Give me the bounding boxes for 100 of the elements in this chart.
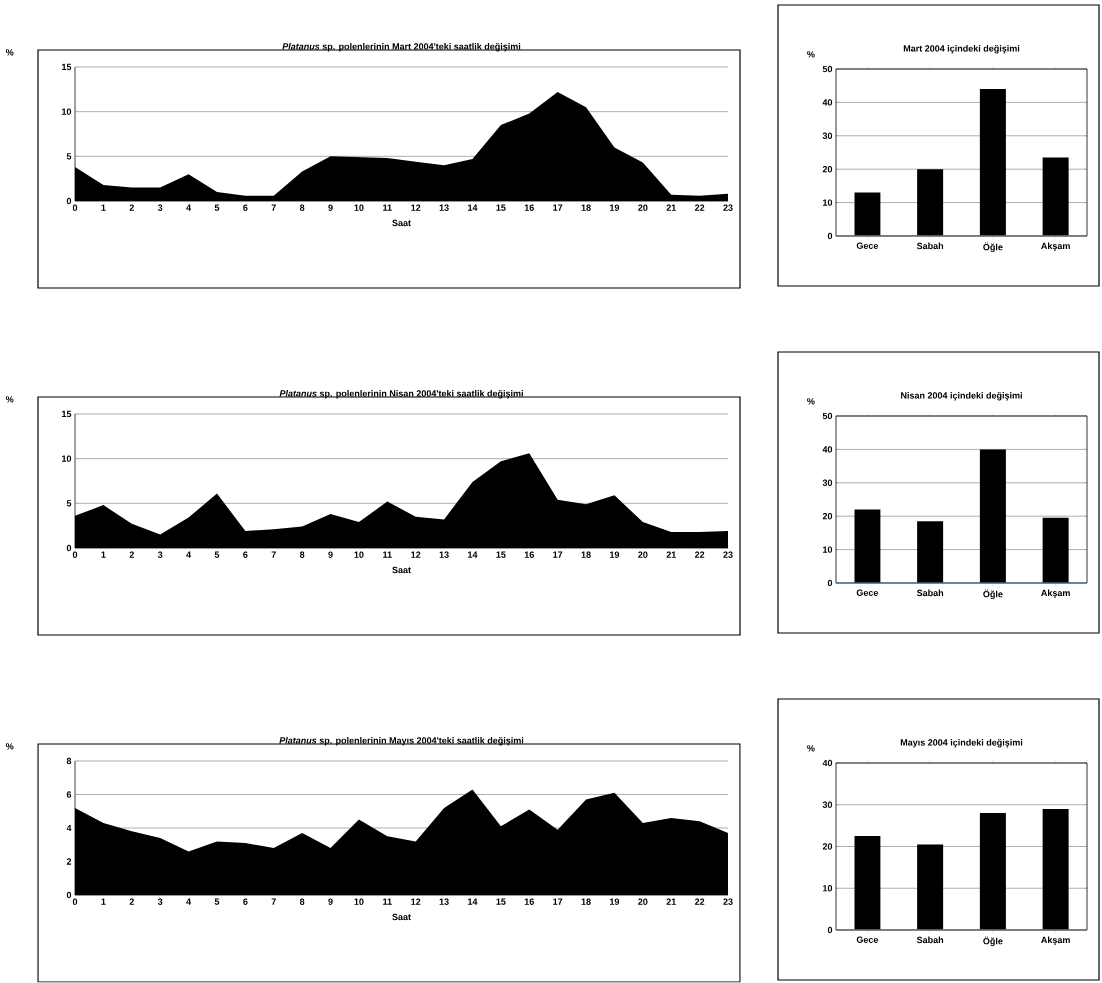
y-tick-label: 0 — [827, 927, 833, 934]
x-tick-label: 13 — [439, 204, 449, 212]
y-tick-label: 20 — [822, 513, 833, 520]
y-tick-label: 40 — [822, 99, 833, 106]
x-tick-label: Gece — [856, 589, 879, 597]
x-tick-label: Öğle — [983, 589, 1003, 600]
x-tick-label: 19 — [610, 551, 620, 559]
x-tick-label: 8 — [299, 204, 305, 212]
y-tick-label: 40 — [822, 446, 833, 453]
x-tick-label: 14 — [468, 898, 478, 905]
x-tick-label: 17 — [553, 898, 563, 905]
x-tick-label: Akşam — [1041, 242, 1070, 252]
x-tick-label: 2 — [129, 204, 134, 212]
y-axis-title: % — [5, 743, 14, 750]
x-tick-label: 3 — [157, 551, 163, 559]
x-tick-label: 4 — [186, 898, 192, 905]
y-tick-label: 0 — [827, 580, 833, 587]
x-tick-label: 15 — [496, 204, 506, 212]
x-tick-label: 9 — [328, 551, 333, 559]
x-tick-label: 12 — [411, 204, 421, 212]
x-tick-label: 21 — [666, 204, 676, 212]
y-tick-label: 30 — [822, 479, 833, 487]
x-tick-label: Gece — [856, 936, 879, 944]
y-tick-label: 10 — [62, 455, 72, 463]
x-tick-label: 16 — [524, 551, 534, 559]
x-tick-label: 22 — [694, 551, 705, 559]
x-tick-label: 18 — [581, 898, 591, 906]
x-tick-label: 21 — [666, 551, 676, 559]
y-tick-label: 20 — [822, 843, 833, 850]
x-tick-label: 13 — [439, 898, 449, 906]
y-axis-title: % — [807, 745, 815, 752]
y-tick-label: 10 — [823, 199, 833, 206]
x-tick-label: Sabah — [916, 589, 944, 597]
x-tick-label: 19 — [610, 204, 620, 212]
y-axis-title: % — [5, 49, 14, 56]
y-tick-label: 10 — [823, 546, 833, 553]
x-tick-label: 20 — [638, 898, 648, 906]
x-tick-label: 4 — [186, 204, 192, 211]
x-tick-label: 6 — [243, 551, 248, 559]
x-tick-label: Sabah — [916, 242, 944, 250]
x-tick-label: 4 — [186, 551, 192, 558]
x-tick-label: Akşam — [1041, 936, 1070, 946]
x-tick-label: 7 — [271, 551, 276, 558]
x-tick-label: Gece — [856, 242, 879, 250]
y-tick-label: 4 — [66, 825, 72, 832]
y-tick-label: 5 — [66, 500, 72, 507]
x-tick-label: 22 — [694, 898, 705, 906]
x-tick-label: 17 — [553, 204, 563, 211]
y-tick-label: 10 — [62, 108, 72, 116]
x-tick-label: 11 — [383, 551, 392, 558]
x-tick-label: 5 — [214, 898, 220, 906]
y-tick-label: 0 — [66, 545, 72, 552]
x-tick-label: 0 — [72, 898, 78, 906]
y-tick-label: 0 — [66, 198, 72, 205]
y-tick-label: 20 — [822, 166, 833, 173]
y-axis-title: % — [5, 396, 14, 403]
y-tick-label: 0 — [66, 892, 72, 899]
x-tick-label: 1 — [101, 204, 106, 211]
chart-title: Platanus sp. polenlerinin Mayıs 2004'teki saatlik değişimi — [279, 737, 524, 746]
x-tick-label: 5 — [214, 551, 220, 559]
x-axis-title: Saat — [392, 219, 411, 227]
chart-title: Mayıs 2004 içindeki değişimi — [900, 739, 1023, 748]
x-tick-label: 1 — [101, 898, 106, 905]
x-tick-label: 8 — [299, 898, 305, 906]
x-axis-title: Saat — [392, 913, 411, 921]
x-tick-label: 12 — [411, 551, 421, 559]
x-tick-label: 6 — [243, 204, 248, 212]
y-axis-title: % — [807, 51, 815, 58]
x-tick-label: 3 — [157, 204, 163, 212]
x-tick-label: Öğle — [983, 936, 1003, 947]
x-tick-label: 10 — [354, 551, 364, 559]
x-tick-label: 20 — [638, 204, 648, 212]
x-tick-label: 22 — [694, 204, 705, 212]
x-tick-label: 0 — [72, 204, 78, 212]
x-tick-label: 1 — [101, 551, 106, 558]
chart-title: Mart 2004 içindeki değişimi — [903, 45, 1020, 54]
x-tick-label: 0 — [72, 551, 78, 559]
x-tick-label: 12 — [411, 898, 421, 906]
x-tick-label: 7 — [271, 898, 276, 905]
y-tick-label: 30 — [822, 132, 833, 140]
x-tick-label: 15 — [496, 551, 506, 559]
x-tick-label: 23 — [723, 898, 733, 906]
y-axis-title: % — [807, 398, 815, 405]
y-tick-label: 50 — [822, 66, 833, 73]
x-tick-label: 17 — [553, 551, 563, 558]
y-tick-label: 50 — [822, 413, 833, 420]
y-tick-label: 5 — [66, 153, 72, 160]
y-tick-label: 10 — [823, 885, 833, 892]
x-tick-label: 9 — [328, 204, 333, 212]
y-tick-label: 6 — [66, 791, 72, 798]
x-tick-label: Öğle — [983, 242, 1003, 253]
x-tick-label: 6 — [243, 898, 248, 906]
x-tick-label: 7 — [271, 204, 276, 211]
x-tick-label: 16 — [524, 204, 534, 212]
y-tick-label: 2 — [66, 858, 72, 865]
x-tick-label: 9 — [328, 898, 333, 906]
x-tick-label: 18 — [581, 204, 591, 212]
x-tick-label: 14 — [468, 204, 478, 211]
x-tick-label: 2 — [129, 898, 134, 906]
y-tick-label: 8 — [66, 758, 72, 765]
